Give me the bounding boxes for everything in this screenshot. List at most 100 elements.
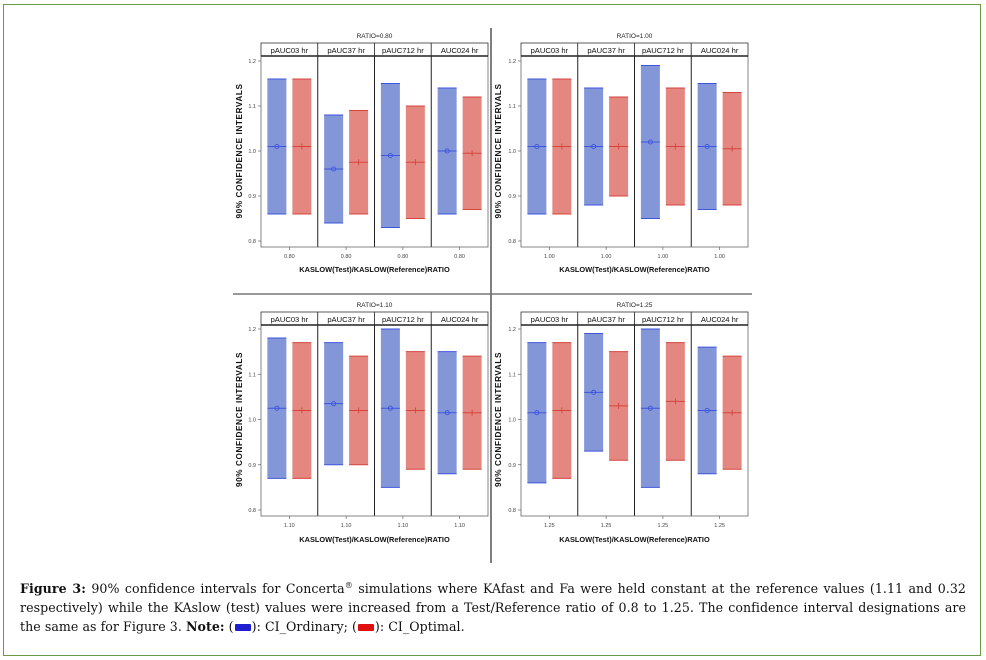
ci-ordinary-point-marker [591, 143, 597, 150]
ci-ordinary-point-marker [704, 143, 710, 150]
x-axis-label: KASLOW(Test)/KASLOW(Reference)RATIO [299, 265, 450, 274]
x-tick-label: 1.00 [714, 254, 725, 260]
y-axis-label: 90% CONFIDENCE INTERVALS [235, 83, 244, 218]
y-tick-label: 0.9 [248, 463, 256, 469]
y-tick-label: 1.1 [508, 372, 516, 378]
ci-ordinary-point-marker [274, 405, 280, 411]
x-tick-label: 1.10 [454, 523, 465, 529]
facet-pauc712-hr: pAUC712 hr 0.80 [374, 42, 432, 260]
facet-header-label: pAUC37 hr [327, 46, 365, 55]
caption-note-label: Note: [185, 619, 225, 635]
y-tick-label: 1.2 [508, 327, 516, 333]
x-axis-label: KASLOW(Test)/KASLOW(Reference)RATIO [299, 535, 450, 544]
y-tick-label: 0.8 [508, 508, 516, 514]
caption-label: Figure 3: [20, 581, 86, 597]
panel-title: RATIO=0.80 [357, 33, 393, 40]
x-tick-label: 1.10 [341, 523, 352, 529]
ci-ordinary-point-marker [591, 389, 597, 395]
caption-legend-label-2: ): CI_Optimal. [374, 619, 465, 635]
facet-pauc03-hr: pAUC03 hr 1.10 [260, 311, 319, 529]
y-tick-label: 1.0 [248, 418, 256, 424]
ci-ordinary-point-marker [387, 152, 393, 159]
facet-auc024-hr: AUC024 hr 1.10 [430, 311, 489, 529]
facet-pauc03-hr: pAUC03 hr 1.25 [520, 311, 579, 529]
facet-header-label: AUC024 hr [441, 315, 479, 324]
y-tick-label: 0.9 [248, 194, 256, 200]
facet-pauc37-hr: pAUC37 hr 1.00 [577, 42, 635, 260]
y-tick-label: 1.2 [248, 59, 256, 65]
x-tick-label: 1.10 [398, 523, 409, 529]
x-tick-label: 1.10 [284, 523, 295, 529]
y-tick-label: 1.0 [248, 149, 256, 155]
x-tick-label: 0.80 [454, 254, 465, 260]
y-tick-label: 1.0 [508, 149, 516, 155]
y-tick-label: 1.1 [248, 372, 256, 378]
y-tick-label: 0.8 [248, 239, 256, 245]
x-axis-label: KASLOW(Test)/KASLOW(Reference)RATIO [559, 265, 710, 274]
facet-pauc03-hr: pAUC03 hr 0.80 [260, 42, 319, 260]
y-tick-label: 0.9 [508, 194, 516, 200]
facet-header-label: pAUC03 hr [271, 46, 309, 55]
panel-title: RATIO=1.10 [357, 302, 393, 309]
facet-header-label: pAUC712 hr [382, 46, 424, 55]
y-axis-label: 90% CONFIDENCE INTERVALS [235, 352, 244, 487]
y-axis-label: 90% CONFIDENCE INTERVALS [494, 83, 503, 218]
facet-auc024-hr: AUC024 hr 1.25 [690, 311, 749, 529]
facet-header-label: pAUC37 hr [327, 315, 365, 324]
ci-ordinary-point-marker [704, 407, 710, 414]
x-tick-label: 1.25 [658, 523, 669, 529]
y-tick-label: 0.9 [508, 463, 516, 469]
y-tick-label: 1.2 [248, 327, 256, 333]
facet-header-label: AUC024 hr [441, 46, 479, 55]
ci-ordinary-point-marker [647, 405, 653, 411]
facet-pauc37-hr: pAUC37 hr 0.80 [317, 42, 375, 260]
facet-header-label: pAUC37 hr [587, 46, 625, 55]
y-tick-label: 1.1 [248, 104, 256, 110]
y-tick-label: 1.2 [508, 59, 516, 65]
facet-auc024-hr: AUC024 hr 0.80 [430, 42, 489, 260]
ci-ordinary-point-marker [387, 405, 393, 411]
ci-ordinary-point-marker [331, 401, 337, 407]
panel-title: RATIO=1.00 [617, 33, 653, 40]
facet-pauc712-hr: pAUC712 hr 1.25 [634, 311, 692, 529]
x-tick-label: 0.80 [398, 254, 409, 260]
ci-ordinary-point-marker [444, 410, 450, 416]
x-tick-label: 1.25 [714, 523, 725, 529]
facet-auc024-hr: AUC024 hr 1.00 [690, 42, 749, 260]
caption-reg-mark: ® [344, 581, 353, 590]
caption-legend-label-1: ): CI_Ordinary; ( [251, 619, 357, 635]
x-tick-label: 0.80 [284, 254, 295, 260]
caption-text-2: simulations where KAfast and Fa were hel… [20, 581, 966, 635]
facet-header-label: pAUC03 hr [531, 46, 569, 55]
ci-ordinary-point-marker [331, 166, 337, 172]
facet-header-label: AUC024 hr [701, 46, 739, 55]
x-tick-label: 1.00 [544, 254, 555, 260]
facet-header-label: pAUC712 hr [642, 46, 684, 55]
chart-panel-ratio-1-25: RATIO=1.25 90% CONFIDENCE INTERVALS 0.8 0.9… [494, 302, 749, 544]
chart-panel-ratio-1-00: RATIO=1.00 90% CONFIDENCE INTERVALS 0.8 0.9… [494, 33, 749, 274]
facet-pauc03-hr: pAUC03 hr 1.00 [520, 42, 579, 260]
x-tick-label: 0.80 [341, 254, 352, 260]
figure-caption: Figure 3: 90% confidence intervals for C… [20, 576, 966, 636]
x-tick-label: 1.25 [544, 523, 555, 529]
facet-header-label: pAUC712 hr [642, 315, 684, 324]
x-tick-label: 1.00 [601, 254, 612, 260]
facet-header-label: pAUC03 hr [271, 315, 309, 324]
ci-ordinary-point-marker [274, 143, 280, 150]
y-axis-label: 90% CONFIDENCE INTERVALS [494, 352, 503, 487]
facet-header-label: pAUC712 hr [382, 315, 424, 324]
x-axis-label: KASLOW(Test)/KASLOW(Reference)RATIO [559, 535, 710, 544]
y-tick-label: 1.0 [508, 418, 516, 424]
legend-swatch-ci-optimal [357, 624, 374, 632]
ci-ordinary-point-marker [534, 143, 540, 150]
facet-pauc37-hr: pAUC37 hr 1.10 [317, 311, 375, 529]
facet-header-label: AUC024 hr [701, 315, 739, 324]
facet-pauc37-hr: pAUC37 hr 1.25 [577, 311, 635, 529]
x-tick-label: 1.25 [601, 523, 612, 529]
caption-text-1: 90% confidence intervals for Concerta [85, 581, 345, 597]
figure-panels: RATIO=0.80 90% CONFIDENCE INTERVALS 0.8 0.9… [233, 28, 752, 563]
facet-header-label: pAUC37 hr [587, 315, 625, 324]
figure-frame [3, 4, 981, 656]
ci-ordinary-point-marker [534, 410, 540, 416]
ci-ordinary-point-marker [647, 139, 653, 145]
